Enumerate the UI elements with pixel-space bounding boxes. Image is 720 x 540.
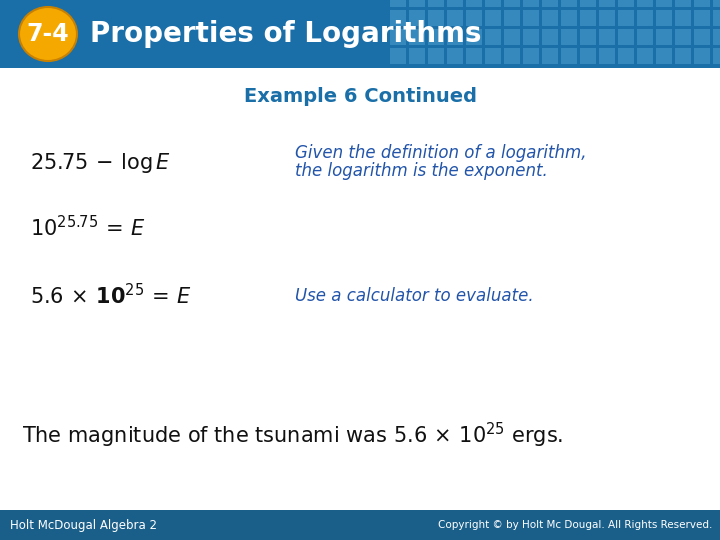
FancyBboxPatch shape [561, 48, 577, 64]
FancyBboxPatch shape [656, 0, 672, 7]
FancyBboxPatch shape [523, 48, 539, 64]
FancyBboxPatch shape [713, 48, 720, 64]
FancyBboxPatch shape [656, 48, 672, 64]
FancyBboxPatch shape [523, 0, 539, 7]
FancyBboxPatch shape [0, 510, 720, 540]
FancyBboxPatch shape [409, 29, 425, 45]
FancyBboxPatch shape [0, 0, 720, 68]
FancyBboxPatch shape [428, 48, 444, 64]
FancyBboxPatch shape [409, 48, 425, 64]
FancyBboxPatch shape [428, 29, 444, 45]
Text: Properties of Logarithms: Properties of Logarithms [90, 20, 482, 48]
FancyBboxPatch shape [466, 48, 482, 64]
FancyBboxPatch shape [523, 29, 539, 45]
Text: Example 6 Continued: Example 6 Continued [243, 86, 477, 105]
FancyBboxPatch shape [656, 29, 672, 45]
FancyBboxPatch shape [504, 0, 520, 7]
FancyBboxPatch shape [428, 0, 444, 7]
FancyBboxPatch shape [675, 48, 691, 64]
FancyBboxPatch shape [637, 29, 653, 45]
FancyBboxPatch shape [466, 29, 482, 45]
Text: Use a calculator to evaluate.: Use a calculator to evaluate. [295, 287, 534, 305]
FancyBboxPatch shape [637, 10, 653, 26]
FancyBboxPatch shape [466, 10, 482, 26]
FancyBboxPatch shape [542, 0, 558, 7]
FancyBboxPatch shape [637, 0, 653, 7]
FancyBboxPatch shape [637, 48, 653, 64]
FancyBboxPatch shape [504, 48, 520, 64]
FancyBboxPatch shape [409, 10, 425, 26]
FancyBboxPatch shape [618, 29, 634, 45]
FancyBboxPatch shape [656, 10, 672, 26]
Text: $5.6\,\times\,\mathbf{10}^{25}\,=\,E$: $5.6\,\times\,\mathbf{10}^{25}\,=\,E$ [30, 284, 192, 308]
FancyBboxPatch shape [599, 29, 615, 45]
FancyBboxPatch shape [580, 0, 596, 7]
FancyBboxPatch shape [523, 10, 539, 26]
FancyBboxPatch shape [542, 10, 558, 26]
Text: Copyright © by Holt Mc Dougal. All Rights Reserved.: Copyright © by Holt Mc Dougal. All Right… [438, 520, 712, 530]
FancyBboxPatch shape [580, 48, 596, 64]
FancyBboxPatch shape [504, 29, 520, 45]
FancyBboxPatch shape [713, 10, 720, 26]
FancyBboxPatch shape [428, 10, 444, 26]
FancyBboxPatch shape [618, 48, 634, 64]
FancyBboxPatch shape [675, 29, 691, 45]
FancyBboxPatch shape [504, 10, 520, 26]
FancyBboxPatch shape [675, 10, 691, 26]
FancyBboxPatch shape [713, 29, 720, 45]
FancyBboxPatch shape [694, 10, 710, 26]
Text: the logarithm is the exponent.: the logarithm is the exponent. [295, 162, 548, 180]
Ellipse shape [19, 7, 77, 61]
Text: Given the definition of a logarithm,: Given the definition of a logarithm, [295, 144, 587, 162]
Text: $10^{25.75}\,=\,E$: $10^{25.75}\,=\,E$ [30, 215, 145, 241]
FancyBboxPatch shape [390, 48, 406, 64]
FancyBboxPatch shape [599, 48, 615, 64]
Text: $25.75\,-\,\log E$: $25.75\,-\,\log E$ [30, 151, 171, 175]
FancyBboxPatch shape [713, 0, 720, 7]
FancyBboxPatch shape [485, 10, 501, 26]
FancyBboxPatch shape [447, 29, 463, 45]
FancyBboxPatch shape [485, 29, 501, 45]
FancyBboxPatch shape [542, 29, 558, 45]
FancyBboxPatch shape [618, 0, 634, 7]
FancyBboxPatch shape [561, 10, 577, 26]
FancyBboxPatch shape [694, 48, 710, 64]
Text: Holt McDougal Algebra 2: Holt McDougal Algebra 2 [10, 518, 157, 531]
FancyBboxPatch shape [447, 48, 463, 64]
FancyBboxPatch shape [618, 10, 634, 26]
FancyBboxPatch shape [694, 0, 710, 7]
FancyBboxPatch shape [447, 10, 463, 26]
FancyBboxPatch shape [599, 10, 615, 26]
FancyBboxPatch shape [599, 0, 615, 7]
Text: The magnitude of the tsunami was $5.6\,\times\,10^{25}$ ergs.: The magnitude of the tsunami was $5.6\,\… [22, 421, 563, 450]
FancyBboxPatch shape [694, 29, 710, 45]
FancyBboxPatch shape [466, 0, 482, 7]
FancyBboxPatch shape [675, 0, 691, 7]
FancyBboxPatch shape [580, 29, 596, 45]
FancyBboxPatch shape [580, 10, 596, 26]
FancyBboxPatch shape [561, 0, 577, 7]
FancyBboxPatch shape [409, 0, 425, 7]
FancyBboxPatch shape [447, 0, 463, 7]
FancyBboxPatch shape [485, 0, 501, 7]
FancyBboxPatch shape [542, 48, 558, 64]
FancyBboxPatch shape [390, 29, 406, 45]
FancyBboxPatch shape [390, 10, 406, 26]
FancyBboxPatch shape [485, 48, 501, 64]
FancyBboxPatch shape [390, 0, 406, 7]
Text: 7-4: 7-4 [27, 22, 69, 46]
FancyBboxPatch shape [561, 29, 577, 45]
